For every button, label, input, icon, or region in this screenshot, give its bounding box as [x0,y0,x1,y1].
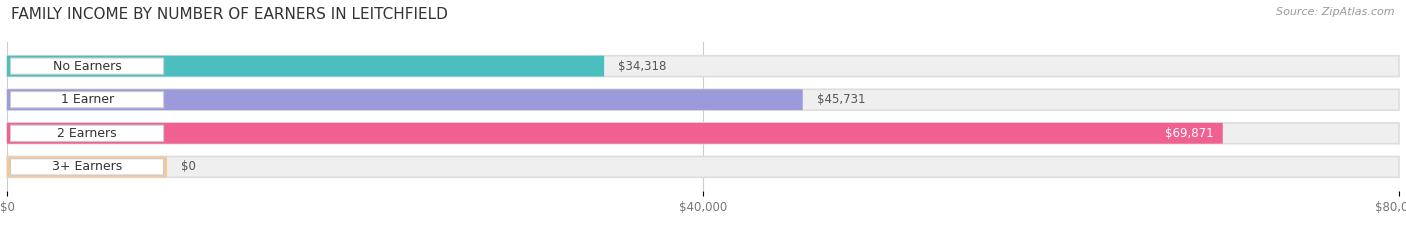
FancyBboxPatch shape [7,89,803,110]
FancyBboxPatch shape [7,123,1223,144]
Text: 2 Earners: 2 Earners [58,127,117,140]
FancyBboxPatch shape [7,89,1399,110]
Text: Source: ZipAtlas.com: Source: ZipAtlas.com [1277,7,1395,17]
FancyBboxPatch shape [10,92,163,108]
FancyBboxPatch shape [10,125,163,141]
Text: $0: $0 [181,160,195,173]
FancyBboxPatch shape [7,157,1399,177]
Text: FAMILY INCOME BY NUMBER OF EARNERS IN LEITCHFIELD: FAMILY INCOME BY NUMBER OF EARNERS IN LE… [11,7,449,22]
FancyBboxPatch shape [7,123,1399,144]
Text: $34,318: $34,318 [619,60,666,73]
FancyBboxPatch shape [7,157,167,177]
FancyBboxPatch shape [7,56,605,76]
Text: 1 Earner: 1 Earner [60,93,114,106]
Text: $69,871: $69,871 [1166,127,1213,140]
FancyBboxPatch shape [10,159,163,175]
Text: $45,731: $45,731 [817,93,865,106]
Text: 3+ Earners: 3+ Earners [52,160,122,173]
FancyBboxPatch shape [7,56,1399,76]
Text: No Earners: No Earners [52,60,121,73]
FancyBboxPatch shape [10,58,163,74]
